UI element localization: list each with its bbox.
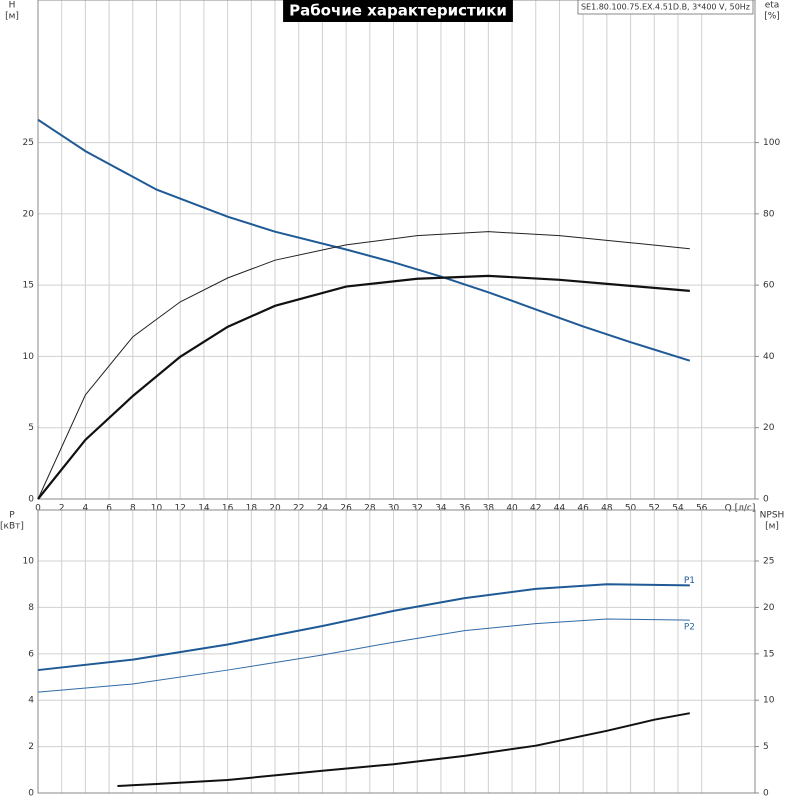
y2-tick-label: 40 — [763, 352, 775, 362]
y-tick-label: 8 — [28, 603, 34, 613]
x-tick-label: 0 — [35, 504, 41, 514]
x-tick-label: 50 — [625, 504, 637, 514]
x-tick-label: 16 — [222, 504, 234, 514]
plot-frame — [37, 0, 756, 500]
x-tick-label: 22 — [293, 504, 304, 514]
series-label: P2 — [684, 623, 695, 633]
y-tick-label: 25 — [23, 138, 34, 148]
x-tick-label: 38 — [483, 504, 495, 514]
y2-tick-label: 20 — [763, 423, 775, 433]
y-tick-label: 20 — [23, 209, 35, 219]
y-axis-label: P — [9, 511, 15, 521]
x-axis-label: Q [л/с] — [725, 504, 756, 514]
chart-title: Рабочие характеристики — [289, 2, 507, 20]
data-line — [37, 231, 690, 500]
x-tick-label: 40 — [506, 504, 518, 514]
x-tick-label: 42 — [530, 504, 541, 514]
y2-tick-label: 15 — [763, 649, 774, 659]
y2-axis-label: eta — [765, 1, 780, 11]
y2-tick-label: 100 — [763, 138, 780, 148]
y2-tick-label: 60 — [763, 281, 775, 291]
y2-axis-unit: [м] — [765, 522, 779, 532]
x-tick-label: 48 — [601, 504, 613, 514]
y-axis-label: H — [9, 1, 16, 11]
x-tick-label: 4 — [83, 504, 89, 514]
x-tick-label: 26 — [340, 504, 352, 514]
x-tick-label: 44 — [554, 504, 566, 514]
x-tick-label: 2 — [59, 504, 65, 514]
x-tick-label: 56 — [696, 504, 708, 514]
y-tick-label: 10 — [23, 352, 35, 362]
y-tick-label: 0 — [28, 789, 34, 799]
data-line — [37, 274, 690, 500]
x-tick-label: 52 — [649, 504, 660, 514]
title-box — [283, 0, 513, 22]
y-tick-label: 4 — [28, 696, 34, 706]
x-tick-label: 14 — [198, 504, 210, 514]
y-tick-label: 5 — [28, 423, 34, 433]
data-line — [37, 583, 690, 672]
chart-subtitle: SE1.80.100.75.EX.4.51D.B, 3*400 V, 50Hz — [581, 3, 750, 12]
x-tick-label: 28 — [364, 504, 376, 514]
y-tick-label: 2 — [28, 742, 34, 752]
y2-tick-label: 0 — [763, 495, 769, 505]
x-tick-label: 30 — [388, 504, 400, 514]
y-tick-label: 0 — [28, 495, 34, 505]
y-tick-label: 15 — [23, 281, 34, 291]
x-tick-label: 18 — [246, 504, 258, 514]
x-tick-label: 46 — [577, 504, 589, 514]
y-tick-label: 6 — [28, 649, 34, 659]
x-tick-label: 54 — [672, 504, 684, 514]
x-tick-label: 34 — [435, 504, 447, 514]
x-tick-label: 24 — [317, 504, 329, 514]
y2-tick-label: 80 — [763, 209, 775, 219]
data-line — [37, 618, 690, 693]
y2-tick-label: 10 — [763, 696, 775, 706]
x-tick-label: 8 — [130, 504, 136, 514]
y-axis-unit: [кВт] — [0, 522, 24, 532]
y2-tick-label: 0 — [763, 789, 769, 799]
y2-tick-label: 5 — [763, 742, 769, 752]
y2-tick-label: 20 — [763, 603, 775, 613]
x-tick-label: 20 — [269, 504, 281, 514]
x-tick-label: 12 — [174, 504, 185, 514]
x-tick-label: 36 — [459, 504, 471, 514]
x-tick-label: 6 — [106, 504, 112, 514]
x-tick-label: 32 — [412, 504, 423, 514]
series-label: P1 — [684, 576, 695, 586]
plot-frame — [37, 509, 756, 794]
y-axis-unit: [м] — [5, 12, 19, 22]
y2-tick-label: 25 — [763, 557, 774, 567]
y2-axis-label: NPSH — [760, 511, 785, 521]
data-line — [37, 118, 691, 362]
y-tick-label: 10 — [23, 557, 35, 567]
y2-axis-unit: [%] — [764, 12, 780, 22]
subtitle-box — [577, 0, 754, 15]
data-line — [117, 712, 690, 788]
x-tick-label: 10 — [151, 504, 163, 514]
